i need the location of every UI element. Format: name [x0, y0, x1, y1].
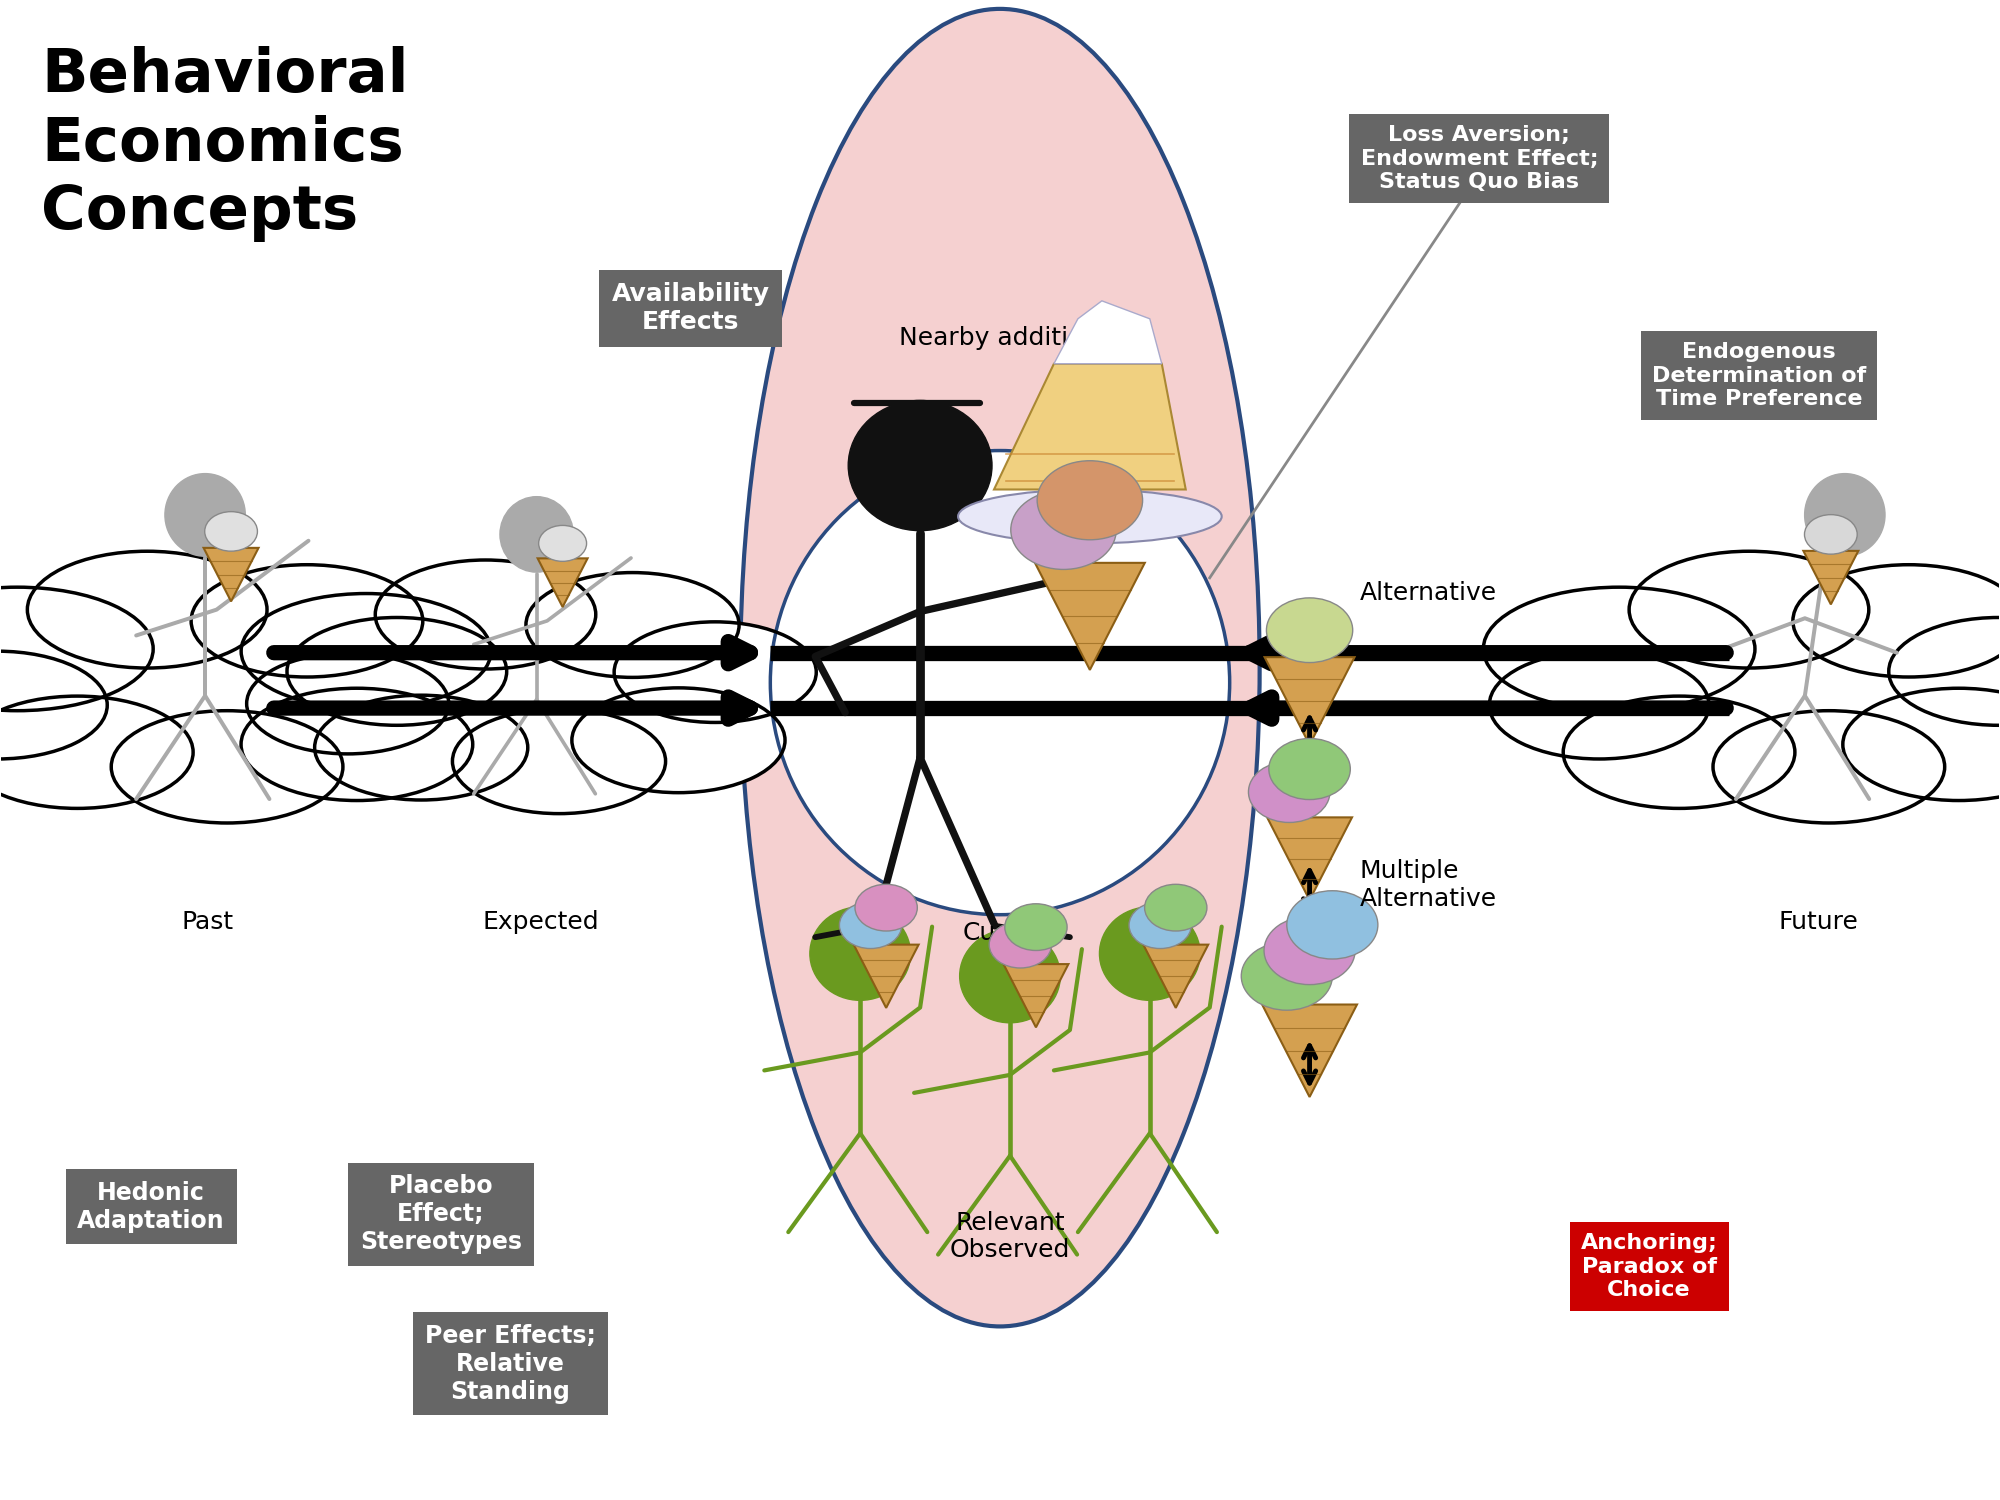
Text: Relevant
Observed: Relevant Observed	[950, 1210, 1070, 1263]
Ellipse shape	[1714, 711, 1944, 824]
Polygon shape	[854, 945, 918, 1008]
Polygon shape	[1004, 964, 1068, 1028]
Ellipse shape	[572, 688, 786, 792]
Ellipse shape	[1242, 942, 1332, 1010]
Text: Current: Current	[962, 921, 1056, 945]
Text: Multiple
Alternative: Multiple Alternative	[1360, 859, 1496, 910]
Ellipse shape	[1888, 618, 2000, 726]
Ellipse shape	[614, 622, 816, 723]
Text: Placebo
Effect;
Stereotypes: Placebo Effect; Stereotypes	[360, 1174, 522, 1254]
Ellipse shape	[286, 618, 506, 726]
Ellipse shape	[192, 564, 422, 676]
Ellipse shape	[1792, 564, 2000, 676]
Ellipse shape	[526, 573, 740, 678]
Ellipse shape	[1286, 891, 1378, 958]
Ellipse shape	[1130, 902, 1192, 948]
Text: Peer Effects;
Relative
Standing: Peer Effects; Relative Standing	[426, 1324, 596, 1404]
Ellipse shape	[1842, 688, 2000, 801]
Text: Hedonic
Adaptation: Hedonic Adaptation	[78, 1180, 224, 1233]
Text: Expected: Expected	[482, 910, 598, 934]
Ellipse shape	[246, 654, 448, 754]
Polygon shape	[204, 548, 258, 602]
Ellipse shape	[856, 885, 918, 932]
Ellipse shape	[204, 512, 258, 550]
Ellipse shape	[1268, 738, 1350, 800]
Ellipse shape	[1004, 904, 1068, 951]
Ellipse shape	[1490, 651, 1710, 759]
Ellipse shape	[1804, 474, 1886, 556]
Ellipse shape	[500, 496, 574, 572]
Ellipse shape	[0, 651, 108, 759]
Ellipse shape	[958, 489, 1222, 543]
Polygon shape	[538, 558, 588, 608]
Ellipse shape	[740, 9, 1260, 1326]
Ellipse shape	[1266, 598, 1352, 663]
Ellipse shape	[770, 450, 1230, 915]
Ellipse shape	[314, 694, 528, 800]
Ellipse shape	[242, 688, 472, 801]
Ellipse shape	[452, 710, 666, 813]
Text: Alternative: Alternative	[1360, 580, 1496, 604]
Ellipse shape	[1264, 916, 1356, 984]
Polygon shape	[1264, 657, 1354, 746]
Ellipse shape	[1630, 550, 1868, 668]
Ellipse shape	[0, 586, 154, 711]
Ellipse shape	[1564, 696, 1794, 808]
Ellipse shape	[960, 930, 1060, 1023]
Ellipse shape	[848, 400, 992, 531]
Text: Endogenous
Determination of
Time Preference: Endogenous Determination of Time Prefere…	[1652, 342, 1866, 410]
Ellipse shape	[112, 711, 342, 824]
Text: Nearby additional: Nearby additional	[898, 327, 1122, 351]
Ellipse shape	[810, 908, 910, 1001]
Polygon shape	[1034, 562, 1144, 670]
Text: Future: Future	[1778, 910, 1858, 934]
Text: Loss Aversion;
Endowment Effect;
Status Quo Bias: Loss Aversion; Endowment Effect; Status …	[1360, 126, 1598, 192]
Polygon shape	[1144, 945, 1208, 1008]
Ellipse shape	[1038, 460, 1142, 540]
Ellipse shape	[1100, 908, 1200, 1001]
Ellipse shape	[538, 525, 586, 561]
Ellipse shape	[1248, 762, 1330, 822]
Ellipse shape	[164, 474, 246, 556]
Ellipse shape	[242, 594, 492, 710]
Ellipse shape	[1804, 514, 1858, 554]
Polygon shape	[1262, 1005, 1358, 1096]
Ellipse shape	[1010, 490, 1116, 570]
Ellipse shape	[840, 902, 902, 948]
Ellipse shape	[1144, 885, 1206, 932]
Text: Availability
Effects: Availability Effects	[612, 282, 770, 334]
Polygon shape	[1804, 550, 1858, 604]
Ellipse shape	[990, 921, 1052, 968]
Ellipse shape	[28, 550, 268, 668]
Ellipse shape	[0, 696, 194, 808]
Ellipse shape	[376, 560, 596, 669]
Text: Anchoring;
Paradox of
Choice: Anchoring; Paradox of Choice	[1580, 1233, 1718, 1299]
Ellipse shape	[1484, 586, 1754, 711]
Polygon shape	[1054, 302, 1162, 363]
Text: Behavioral
Economics
Concepts: Behavioral Economics Concepts	[42, 46, 408, 242]
Polygon shape	[1268, 818, 1352, 900]
Text: Past: Past	[182, 910, 234, 934]
Polygon shape	[994, 363, 1186, 489]
